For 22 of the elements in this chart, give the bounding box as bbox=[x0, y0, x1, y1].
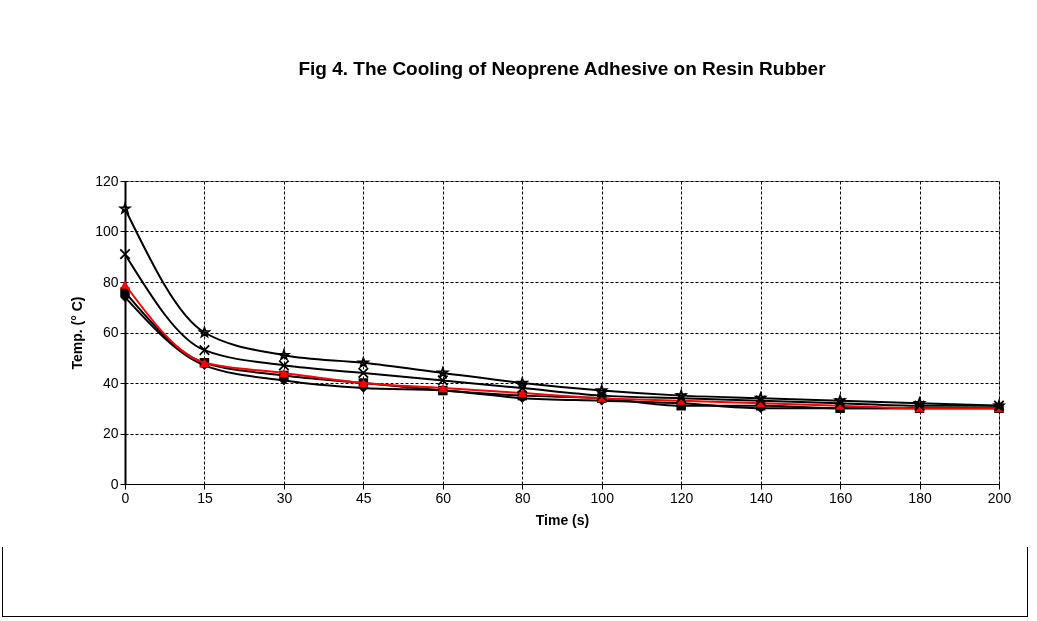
y-tick-label: 80 bbox=[102, 273, 119, 290]
x-tick-label: 30 bbox=[276, 489, 293, 506]
chart-title: Fig 4. The Cooling of Neoprene Adhesive on Resin Rubber bbox=[298, 58, 827, 79]
x-tick-label: 60 bbox=[435, 489, 452, 506]
y-axis-title: Temp. (° C) bbox=[69, 296, 86, 370]
x-tick-label: 200 bbox=[987, 489, 1012, 506]
x-tick-label: 15 bbox=[197, 489, 213, 506]
x-tick-label: 100 bbox=[590, 489, 615, 506]
y-tick-label: 100 bbox=[95, 223, 119, 239]
x-axis-title: Time (s) bbox=[535, 511, 590, 528]
x-tick-label: 180 bbox=[908, 489, 932, 506]
y-tick-label: 0 bbox=[110, 475, 119, 492]
y-tick-label: 60 bbox=[102, 324, 119, 340]
y-tick-label: 120 bbox=[95, 172, 119, 189]
x-tick-label: 45 bbox=[356, 489, 372, 506]
x-tick-label: 140 bbox=[749, 489, 774, 506]
x-tick-label: 0 bbox=[121, 489, 130, 506]
x-tick-label: 160 bbox=[828, 489, 853, 506]
y-tick-label: 40 bbox=[102, 374, 119, 391]
y-tick-label: 20 bbox=[102, 425, 119, 441]
x-tick-label: 120 bbox=[670, 489, 694, 506]
x-tick-label: 80 bbox=[514, 489, 531, 506]
